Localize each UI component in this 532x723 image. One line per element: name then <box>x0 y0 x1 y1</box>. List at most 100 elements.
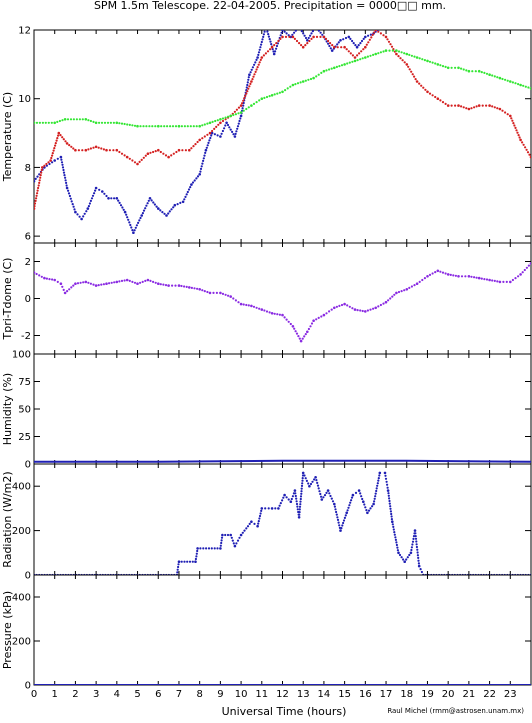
trace-dot <box>369 308 372 311</box>
trace-dot <box>133 124 137 127</box>
trace-dot <box>267 33 270 36</box>
trace-dot <box>40 275 43 278</box>
trace-dot <box>179 201 182 204</box>
trace-dot <box>161 211 164 214</box>
trace-dot <box>402 558 405 561</box>
trace-dot <box>294 83 297 86</box>
trace-dot <box>183 560 186 563</box>
trace-dot <box>35 197 38 200</box>
data-point <box>457 66 460 70</box>
data-point <box>391 520 394 523</box>
trace-dot <box>203 290 206 293</box>
data-point <box>299 339 303 343</box>
trace-dot <box>242 104 245 107</box>
trace-dot <box>316 28 318 30</box>
x-tick-label: 22 <box>483 689 496 700</box>
trace-dot <box>237 106 241 109</box>
trace-dot <box>189 186 192 189</box>
trace-dot <box>310 37 313 41</box>
trace-dot <box>154 281 157 284</box>
trace-dot <box>281 499 284 502</box>
data-point <box>277 507 280 510</box>
data-point <box>219 121 222 125</box>
data-point <box>426 275 429 278</box>
trace-dot <box>35 272 38 276</box>
trace-dot <box>221 292 225 295</box>
trace-dot <box>496 280 499 283</box>
trace-dot <box>268 95 271 98</box>
trace-dot <box>102 283 105 286</box>
trace-dot <box>301 477 304 480</box>
trace-dot <box>434 271 437 274</box>
trace-dot <box>245 92 248 95</box>
data-point <box>210 131 214 135</box>
data-point <box>366 511 369 515</box>
trace-dot <box>300 30 303 33</box>
trace-dot <box>123 154 126 157</box>
trace-dot <box>299 81 302 84</box>
panel-2: 0 25 50 75 100 Humidity (%) <box>1 350 532 471</box>
trace-dot <box>269 40 272 43</box>
data-point <box>301 45 305 49</box>
trace-dot <box>265 95 269 99</box>
trace-dot <box>444 272 447 275</box>
trace-dot <box>342 519 346 522</box>
data-point <box>250 520 253 523</box>
trace-dot <box>413 75 416 78</box>
data-point <box>333 66 336 70</box>
trace-dot <box>36 175 39 178</box>
trace-dot <box>72 118 75 121</box>
trace-dot <box>118 150 121 154</box>
trace-dot <box>323 494 327 497</box>
data-point <box>322 69 326 73</box>
trace-dot <box>297 335 300 338</box>
trace-dot <box>401 59 404 62</box>
trace-dot <box>216 134 219 137</box>
trace-dot <box>407 65 410 68</box>
data-point <box>115 148 119 152</box>
trace-dot <box>150 199 153 202</box>
trace-dot <box>43 164 46 167</box>
trace-dot <box>386 38 389 41</box>
trace-dot <box>423 59 426 62</box>
trace-dot <box>119 204 123 207</box>
data-point <box>177 560 181 563</box>
trace-dot <box>245 86 248 89</box>
trace-dot <box>377 30 380 33</box>
trace-dot <box>196 287 199 290</box>
data-point <box>291 325 295 328</box>
trace-dot <box>284 35 288 39</box>
trace-dot <box>493 75 496 78</box>
data-point <box>333 502 336 506</box>
trace-dot <box>525 266 529 269</box>
trace-dot <box>296 505 299 508</box>
data-point <box>312 35 315 39</box>
trace-dot <box>105 194 108 198</box>
trace-dot <box>284 89 287 92</box>
trace-dot <box>184 149 187 152</box>
data-point <box>177 284 181 287</box>
trace-dot <box>71 203 74 206</box>
trace-dot <box>316 484 320 487</box>
trace-dot <box>221 119 225 123</box>
trace-dot <box>256 66 259 69</box>
trace-dot <box>301 479 304 482</box>
trace-dot <box>100 147 103 150</box>
trace-dot <box>258 48 261 51</box>
data-point <box>374 306 378 310</box>
trace-dot <box>431 94 434 97</box>
trace-dot <box>211 120 214 123</box>
x-axis-ticks: 0 1 2 3 4 5 6 7 8 9 10 11 12 13 14 15 16 17 18 19 20 21 22 23 <box>31 689 517 700</box>
trace-dot <box>366 309 369 312</box>
data-point <box>446 66 450 70</box>
x-tick-label: 8 <box>196 689 202 700</box>
trace-dot <box>147 199 150 202</box>
data-point <box>256 524 259 528</box>
data-point <box>343 45 346 49</box>
data-point <box>136 162 139 166</box>
trace-dot <box>349 37 352 41</box>
trace-dot <box>244 94 247 98</box>
data-point <box>301 471 305 475</box>
trace-dot <box>39 174 42 177</box>
trace-dot <box>98 121 101 124</box>
